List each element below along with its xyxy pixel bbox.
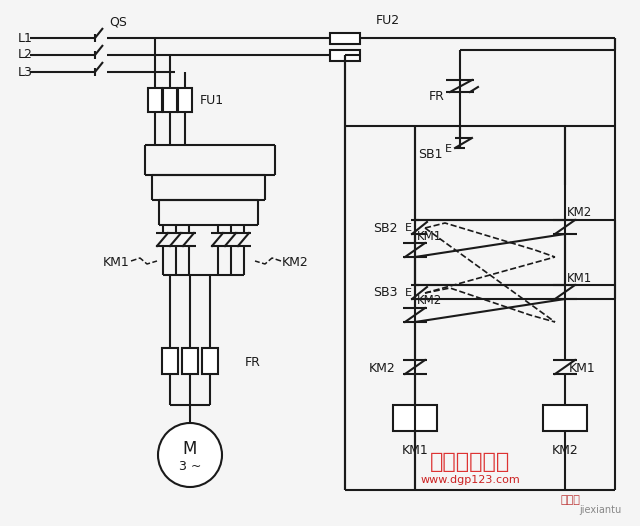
- Bar: [163, 88, 177, 112]
- Text: E: E: [405, 288, 412, 298]
- Text: FU1: FU1: [200, 94, 224, 106]
- Text: E: E: [445, 144, 452, 154]
- Text: KM1: KM1: [402, 443, 428, 457]
- Text: QS: QS: [109, 15, 127, 28]
- Bar: [330, 50, 360, 61]
- Text: 电工技术之家: 电工技术之家: [430, 452, 510, 472]
- Text: M: M: [183, 440, 197, 458]
- Circle shape: [158, 423, 222, 487]
- Bar: [148, 88, 162, 112]
- Text: KM2: KM2: [368, 361, 395, 375]
- Text: L3: L3: [18, 66, 33, 78]
- Bar: [543, 405, 587, 431]
- Bar: [330, 33, 360, 44]
- Text: KM1: KM1: [567, 271, 592, 285]
- Text: 3 ~: 3 ~: [179, 460, 201, 472]
- Bar: [393, 405, 437, 431]
- Text: KM1: KM1: [417, 229, 442, 242]
- Text: SB2: SB2: [374, 221, 398, 235]
- Bar: [162, 348, 178, 374]
- Bar: [202, 348, 218, 374]
- Text: KM2: KM2: [552, 443, 579, 457]
- Text: KM2: KM2: [282, 256, 308, 268]
- Text: L2: L2: [18, 48, 33, 62]
- Text: L1: L1: [18, 32, 33, 45]
- Text: KM1: KM1: [103, 256, 130, 268]
- Bar: [182, 348, 198, 374]
- Text: KM2: KM2: [567, 207, 592, 219]
- Text: FR: FR: [429, 90, 445, 104]
- Text: www.dgp123.com: www.dgp123.com: [420, 475, 520, 485]
- Text: SB3: SB3: [374, 287, 398, 299]
- Text: 接线图: 接线图: [560, 495, 580, 505]
- Text: E: E: [405, 223, 412, 233]
- Text: FR: FR: [245, 356, 261, 369]
- Bar: [178, 88, 192, 112]
- Text: FU2: FU2: [376, 14, 400, 26]
- Text: KM2: KM2: [417, 295, 442, 308]
- Text: KM1: KM1: [569, 361, 596, 375]
- Text: jiexiantu: jiexiantu: [579, 505, 621, 515]
- Text: SB1: SB1: [419, 147, 443, 160]
